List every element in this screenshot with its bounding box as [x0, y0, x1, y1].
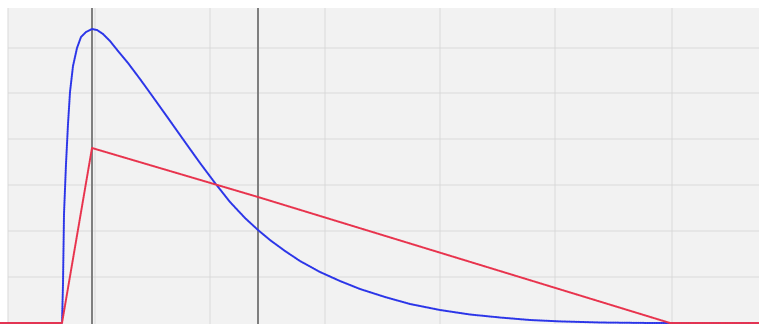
gridlines — [7, 8, 759, 324]
series-line-2 — [0, 147, 759, 324]
plot-background — [8, 8, 759, 324]
series-lines — [0, 28, 759, 324]
series-line-1 — [0, 28, 759, 324]
marker-lines — [91, 8, 259, 324]
